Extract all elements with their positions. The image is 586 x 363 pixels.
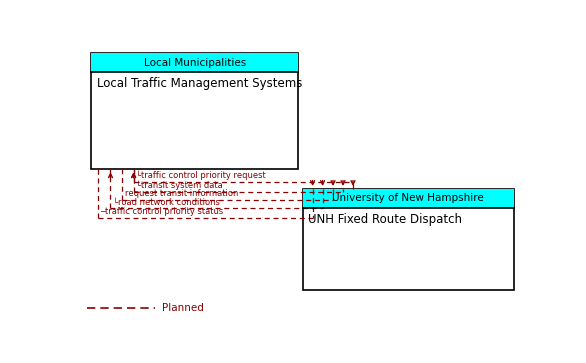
Text: └traffic control priority request: └traffic control priority request [136,171,265,180]
Text: ─traffic control priority status: ─traffic control priority status [101,207,224,216]
Text: request transit information: request transit information [125,189,238,198]
Text: UNH Fixed Route Dispatch: UNH Fixed Route Dispatch [308,213,462,226]
Text: University of New Hampshire: University of New Hampshire [332,193,484,203]
Bar [302,189,514,290]
Text: Local Traffic Management Systems: Local Traffic Management Systems [97,77,302,90]
Bar [91,53,298,72]
Text: └road network conditions: └road network conditions [113,197,220,207]
Text: └transit system data: └transit system data [136,180,223,190]
Bar [91,53,298,169]
Text: Planned: Planned [162,303,204,313]
Text: Local Municipalities: Local Municipalities [144,58,246,68]
Bar [302,189,514,208]
